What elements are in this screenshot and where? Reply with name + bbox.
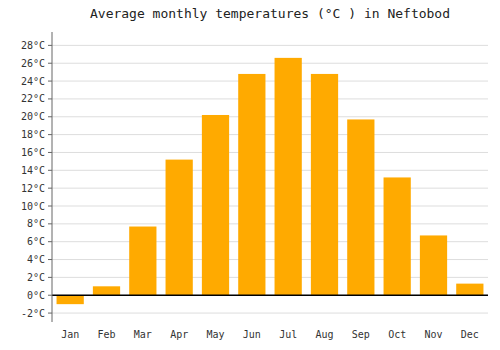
y-tick [48,223,52,224]
bar [129,227,156,296]
grid-line [52,206,488,207]
zero-line [52,294,488,296]
bar [420,235,447,295]
y-tick-label: 0°C [27,290,45,301]
y-axis-line [52,32,53,322]
grid-line [52,188,488,189]
y-tick [48,134,52,135]
grid-line [52,295,488,296]
grid-line [52,170,488,171]
grid-line [52,98,488,99]
x-tick-label: Apr [170,329,188,340]
bar [384,177,411,295]
bar [166,160,193,296]
y-tick-label: 24°C [21,76,45,87]
grid-line [52,116,488,117]
y-tick-label: 20°C [21,111,45,122]
y-tick-label: 14°C [21,165,45,176]
bar [275,58,302,295]
x-tick-label: Sep [352,329,370,340]
y-tick-label: 18°C [21,129,45,140]
y-tick-label: 26°C [21,58,45,69]
y-tick-label: 28°C [21,40,45,51]
y-tick-label: 16°C [21,147,45,158]
x-tick-label: Dec [461,329,479,340]
y-tick [48,152,52,153]
y-tick [48,277,52,278]
x-tick-label: Oct [388,329,406,340]
y-tick [48,81,52,82]
y-tick [48,188,52,189]
grid-line [52,45,488,46]
x-tick-label: Mar [134,329,152,340]
chart-container: Average monthly temperatures (°C ) in Ne… [0,0,500,350]
y-tick [48,313,52,314]
grid [52,45,488,313]
grid-line [52,134,488,135]
y-tick [48,63,52,64]
y-tick-label: 2°C [27,272,45,283]
y-tick-label: 12°C [21,183,45,194]
y-tick [48,295,52,296]
grid-line [52,63,488,64]
bar [238,74,265,295]
y-tick-label: -2°C [21,308,45,319]
grid-line [52,223,488,224]
y-tick [48,206,52,207]
bars [57,58,484,304]
y-ticks: -2°C 0°C 2°C 4°C 6°C 8°C 10°C 12°C 14°C 16°C 18°C 2… [21,40,52,319]
y-tick [48,170,52,171]
y-tick-label: 4°C [27,254,45,265]
bar [202,115,229,295]
y-tick [48,98,52,99]
grid-line [52,313,488,314]
grid-line [52,81,488,82]
bar [57,295,84,304]
bar [311,74,338,295]
x-tick-label: Jan [61,329,79,340]
y-tick-label: 10°C [21,201,45,212]
y-tick [48,116,52,117]
x-tick-label: Nov [424,329,442,340]
y-tick [48,259,52,260]
y-tick-label: 22°C [21,93,45,104]
x-tick-label: May [206,329,224,340]
bar [93,286,120,295]
grid-line [52,152,488,153]
x-tick-label: Feb [97,329,115,340]
x-ticks: Jan Feb Mar Apr May Jun Jul Aug Sep Oct Nov Dec [61,329,479,340]
bar [347,119,374,295]
y-tick [48,241,52,242]
bar [456,284,483,296]
y-tick-label: 8°C [27,218,45,229]
y-tick [48,45,52,46]
x-tick-label: Jun [243,329,261,340]
y-tick-label: 6°C [27,236,45,247]
title: Average monthly temperatures (°C ) in Ne… [90,6,450,21]
x-tick-label: Aug [315,329,333,340]
x-tick-label: Jul [279,329,297,340]
chart-svg: Average monthly temperatures (°C ) in Ne… [0,0,500,350]
